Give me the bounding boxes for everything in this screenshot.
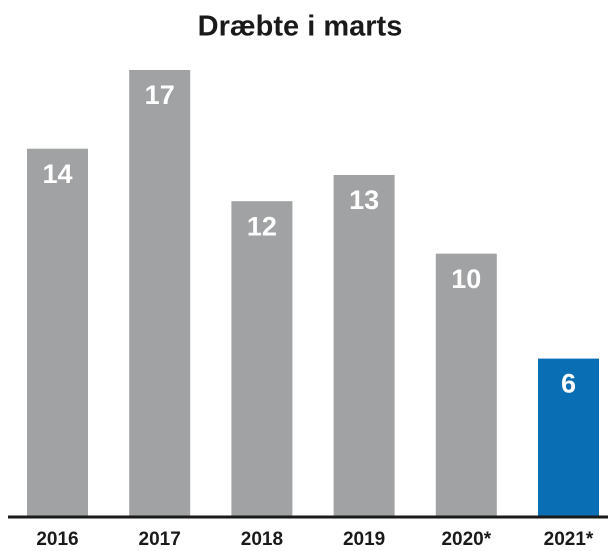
x-tick-label: 2017 [139, 529, 181, 550]
x-tick-label: 2019 [343, 529, 385, 550]
bar [129, 70, 191, 516]
x-tick-label: 2021* [544, 529, 594, 550]
value-label: 6 [561, 369, 576, 399]
value-label: 14 [42, 159, 72, 189]
x-tick-label: 2018 [241, 529, 283, 550]
bar [27, 148, 88, 517]
bar [435, 253, 497, 516]
bar [231, 201, 293, 517]
x-tick-label: 2016 [36, 529, 78, 550]
bar [538, 358, 599, 516]
x-tick-label: 2020* [441, 529, 491, 550]
value-label: 13 [349, 185, 379, 215]
value-label: 10 [451, 264, 481, 294]
bar [333, 174, 395, 517]
chart-title: Dræbte i marts [198, 11, 403, 43]
value-label: 17 [145, 80, 175, 110]
value-label: 12 [247, 211, 277, 241]
